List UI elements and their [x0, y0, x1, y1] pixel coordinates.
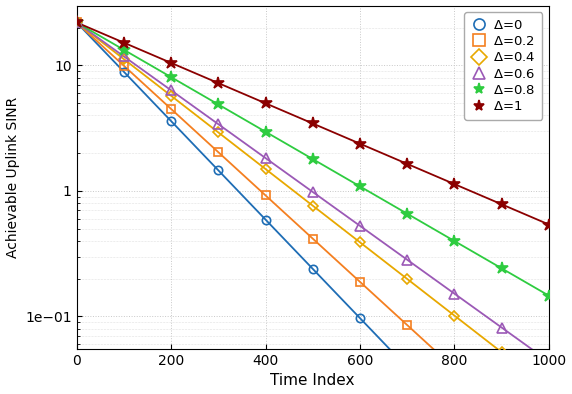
$\Delta$=0.8	[546, 293, 553, 298]
$\Delta$=0.6	[215, 122, 222, 126]
$\Delta$=0.8	[498, 266, 505, 271]
$\Delta$=0.6	[73, 20, 80, 25]
$\Delta$=0.4	[546, 387, 553, 391]
$\Delta$=0.2	[73, 20, 80, 25]
Line: $\Delta$=0.2: $\Delta$=0.2	[73, 18, 553, 394]
$\Delta$=0.6	[262, 156, 269, 160]
Line: $\Delta$=0: $\Delta$=0	[73, 18, 553, 394]
$\Delta$=0.6	[404, 257, 411, 262]
$\Delta$=1	[498, 202, 505, 207]
$\Delta$=0.4	[404, 277, 411, 281]
$\Delta$=0.2	[262, 193, 269, 198]
$\Delta$=1	[73, 20, 80, 25]
$\Delta$=0.2	[309, 236, 316, 241]
$\Delta$=0	[168, 119, 174, 123]
$\Delta$=1	[356, 141, 363, 146]
$\Delta$=1	[120, 40, 127, 45]
$\Delta$=0.6	[498, 325, 505, 330]
$\Delta$=1	[262, 101, 269, 106]
$\Delta$=0.2	[356, 279, 363, 284]
Line: $\Delta$=1: $\Delta$=1	[70, 16, 555, 231]
$\Delta$=0.8	[309, 157, 316, 162]
$\Delta$=0.4	[73, 20, 80, 25]
$\Delta$=0.2	[215, 150, 222, 154]
$\Delta$=0.8	[262, 129, 269, 134]
$\Delta$=0.6	[546, 359, 553, 364]
$\Delta$=0.8	[356, 184, 363, 189]
$\Delta$=0.6	[168, 88, 174, 93]
$\Delta$=0.8	[168, 75, 174, 80]
$\Delta$=0	[215, 168, 222, 173]
$\Delta$=0.6	[120, 54, 127, 59]
$\Delta$=0.4	[356, 240, 363, 245]
$\Delta$=0	[404, 365, 411, 370]
$\Delta$=0.4	[262, 167, 269, 171]
Line: $\Delta$=0.6: $\Delta$=0.6	[72, 18, 554, 366]
$\Delta$=1	[546, 222, 553, 227]
$\Delta$=0.4	[215, 130, 222, 135]
$\Delta$=1	[168, 61, 174, 65]
$\Delta$=1	[451, 182, 458, 186]
$\Delta$=0.6	[309, 190, 316, 194]
$\Delta$=0.4	[451, 313, 458, 318]
$\Delta$=0	[120, 69, 127, 74]
$\Delta$=0.8	[120, 47, 127, 52]
$\Delta$=0.6	[356, 223, 363, 228]
X-axis label: Time Index: Time Index	[271, 374, 355, 388]
Y-axis label: Achievable Uplink SINR: Achievable Uplink SINR	[6, 97, 19, 258]
$\Delta$=0.4	[498, 350, 505, 355]
Line: $\Delta$=0.8: $\Delta$=0.8	[70, 16, 555, 302]
$\Delta$=1	[404, 162, 411, 166]
$\Delta$=0.8	[451, 239, 458, 243]
$\Delta$=0	[309, 266, 316, 271]
$\Delta$=0.2	[404, 323, 411, 327]
$\Delta$=0	[356, 316, 363, 320]
$\Delta$=0	[262, 217, 269, 222]
$\Delta$=0.2	[451, 366, 458, 371]
$\Delta$=0.4	[309, 203, 316, 208]
$\Delta$=0.8	[404, 211, 411, 216]
$\Delta$=0.6	[451, 291, 458, 296]
$\Delta$=1	[309, 121, 316, 126]
$\Delta$=0.4	[168, 93, 174, 98]
$\Delta$=1	[215, 81, 222, 85]
Line: $\Delta$=0.4: $\Delta$=0.4	[73, 19, 553, 392]
$\Delta$=0.4	[120, 57, 127, 61]
$\Delta$=0.2	[168, 106, 174, 111]
$\Delta$=0	[73, 20, 80, 25]
Legend: $\Delta$=0, $\Delta$=0.2, $\Delta$=0.4, $\Delta$=0.6, $\Delta$=0.8, $\Delta$=1: $\Delta$=0, $\Delta$=0.2, $\Delta$=0.4, …	[464, 12, 542, 120]
$\Delta$=0.2	[120, 63, 127, 68]
$\Delta$=0.8	[73, 20, 80, 25]
$\Delta$=0.8	[215, 102, 222, 107]
